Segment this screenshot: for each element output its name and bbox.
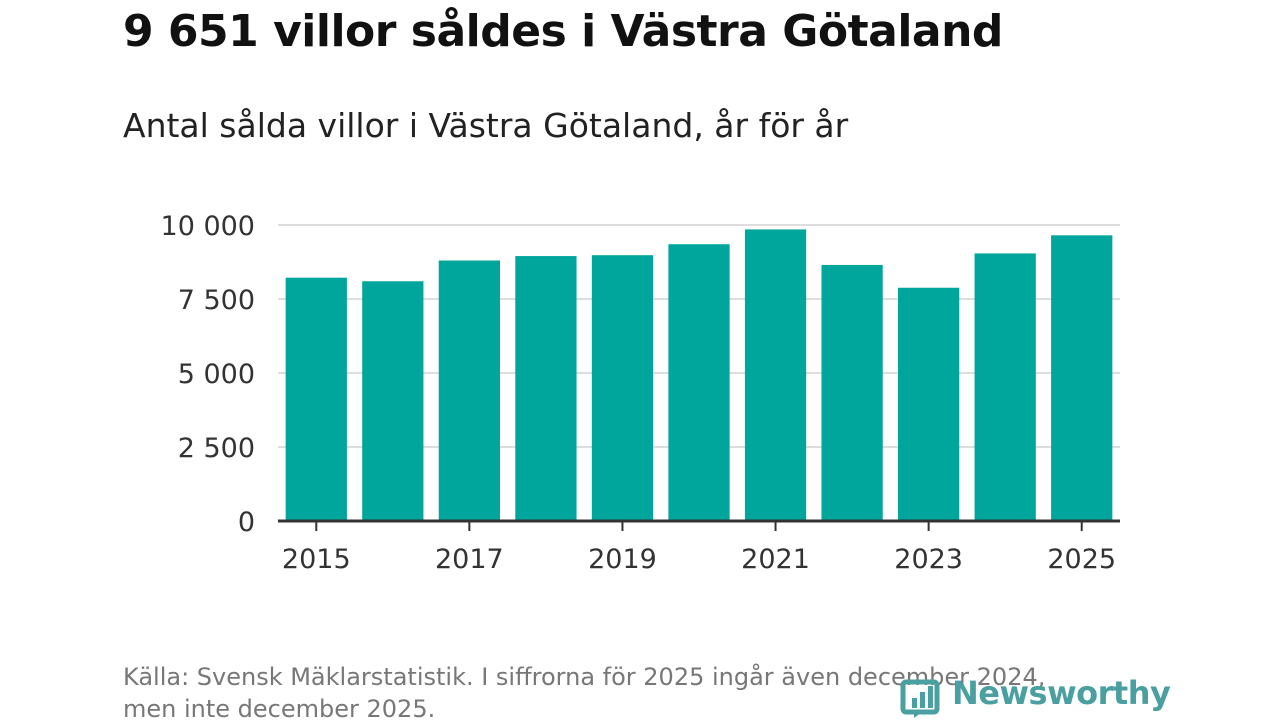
bar-2021 xyxy=(744,229,807,521)
bar-2015 xyxy=(285,277,347,521)
source-note: Källa: Svensk Mäklarstatistik. I siffror… xyxy=(123,661,1123,725)
y-tick-label: 2 500 xyxy=(178,433,255,464)
y-tick-label: 5 000 xyxy=(178,359,255,390)
x-tick-label: 2021 xyxy=(741,544,810,575)
y-tick-label: 10 000 xyxy=(161,211,255,242)
chart-subtitle: Antal sålda villor i Västra Götaland, år… xyxy=(123,106,849,145)
x-tick-label: 2023 xyxy=(894,544,963,575)
bar-2020 xyxy=(668,244,730,522)
bar-2018 xyxy=(515,256,577,521)
bar-2019 xyxy=(591,255,654,521)
x-tick-label: 2017 xyxy=(435,544,504,575)
source-line-2: men inte december 2025. xyxy=(123,695,436,723)
x-tick-label: 2015 xyxy=(282,544,351,575)
bar-2025 xyxy=(1051,235,1113,522)
bar-2024 xyxy=(974,253,1036,521)
y-axis-tick-labels: 0 2 500 5 000 7 500 10 000 xyxy=(161,211,255,538)
x-tick-label: 2025 xyxy=(1047,544,1116,575)
source-line-1: Källa: Svensk Mäklarstatistik. I siffror… xyxy=(123,663,1046,691)
bar-2022 xyxy=(821,264,883,521)
y-tick-label: 0 xyxy=(238,507,255,538)
y-tick-label: 7 500 xyxy=(178,285,255,316)
x-tick-label: 2019 xyxy=(588,544,657,575)
bar-2023 xyxy=(898,287,960,521)
x-axis-tick-labels: 2015 2017 2019 2021 2023 2025 xyxy=(282,521,1116,575)
newsworthy-logo-icon xyxy=(900,679,940,718)
bar-2016 xyxy=(362,281,424,521)
bars xyxy=(285,229,1113,522)
bar-2017 xyxy=(438,260,500,521)
newsworthy-logo-text: Newsworthy xyxy=(952,674,1171,712)
newsworthy-logo: Newsworthy xyxy=(900,668,1171,718)
chart-title: 9 651 villor såldes i Västra Götaland xyxy=(123,6,1003,57)
